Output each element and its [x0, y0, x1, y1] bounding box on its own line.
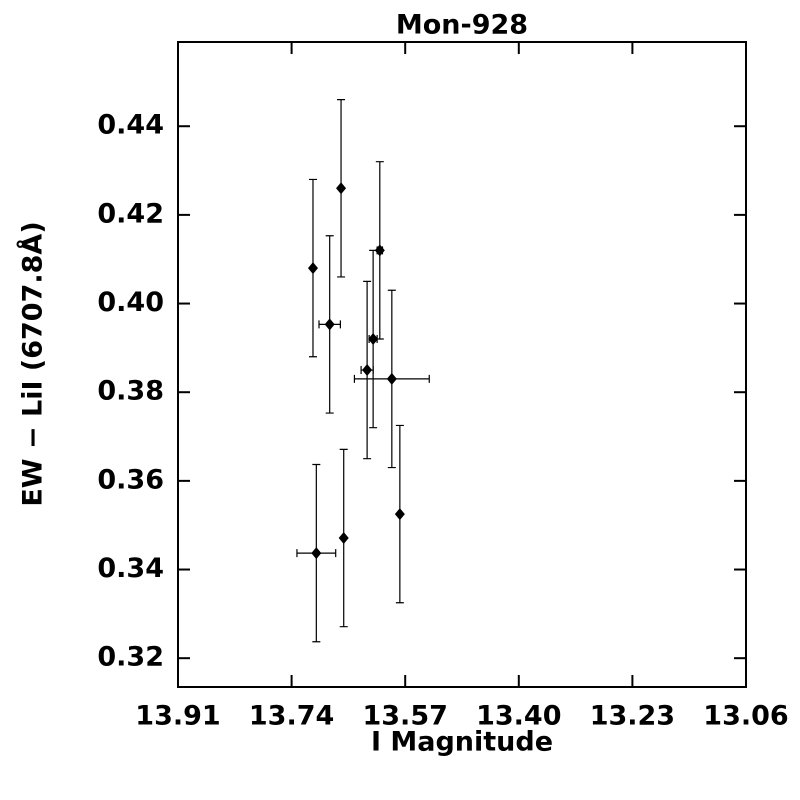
y-tick-label: 0.34: [97, 553, 164, 584]
y-axis-label: EW − LiI (6707.8Å): [17, 221, 49, 506]
chart-title: Mon-928: [396, 10, 528, 41]
point: [311, 547, 322, 560]
point: [336, 182, 347, 195]
x-tick-label: 13.57: [362, 701, 447, 732]
y-tick-label: 0.44: [97, 110, 164, 141]
x-tick-label: 13.74: [249, 701, 334, 732]
x-tick-label: 13.91: [135, 701, 220, 732]
y-tick-label: 0.42: [97, 198, 164, 229]
point: [386, 372, 397, 385]
x-tick-label: 13.23: [590, 701, 675, 732]
point: [374, 244, 385, 257]
point: [324, 318, 335, 331]
point: [394, 508, 405, 521]
plot-frame: [177, 41, 747, 688]
x-axis-label: I Magnitude: [371, 727, 553, 758]
x-tick-label: 13.06: [703, 701, 788, 732]
y-tick-label: 0.32: [97, 642, 164, 673]
x-tick-label: 13.40: [476, 701, 561, 732]
point: [368, 333, 379, 346]
point: [338, 532, 349, 545]
y-tick-label: 0.36: [97, 464, 164, 495]
point: [362, 364, 373, 377]
y-tick-label: 0.38: [97, 376, 164, 407]
y-tick-label: 0.40: [97, 287, 164, 318]
point: [307, 262, 318, 275]
